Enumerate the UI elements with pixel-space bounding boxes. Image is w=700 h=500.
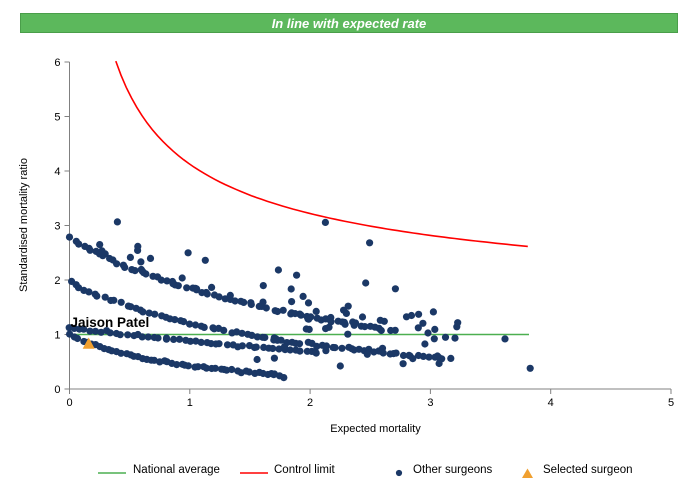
svg-text:1: 1 xyxy=(54,330,60,342)
svg-text:4: 4 xyxy=(54,166,60,178)
svg-text:3: 3 xyxy=(54,221,60,233)
svg-text:2: 2 xyxy=(307,397,313,409)
svg-text:Jaison Patel: Jaison Patel xyxy=(71,315,150,330)
svg-text:0: 0 xyxy=(54,384,60,396)
svg-text:3: 3 xyxy=(427,397,433,409)
svg-text:2: 2 xyxy=(54,275,60,287)
svg-text:6: 6 xyxy=(54,57,60,69)
svg-text:5: 5 xyxy=(668,397,674,409)
svg-text:5: 5 xyxy=(54,112,60,124)
svg-text:1: 1 xyxy=(187,397,193,409)
svg-text:4: 4 xyxy=(548,397,554,409)
svg-text:0: 0 xyxy=(66,397,72,409)
